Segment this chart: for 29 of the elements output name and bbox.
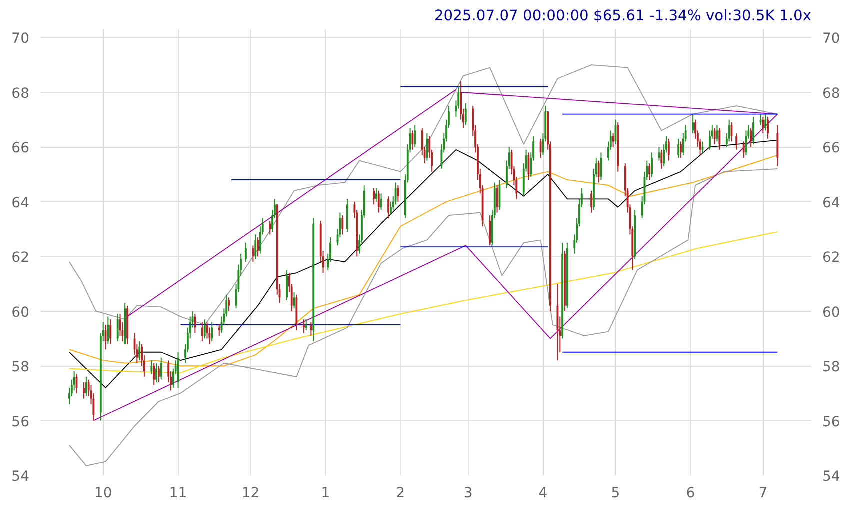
y-tick-label: 58 [12, 360, 30, 376]
x-tick-label: 5 [611, 486, 620, 502]
y-tick-label: 70 [12, 31, 30, 48]
x-tick-label: 10 [94, 486, 112, 502]
y2-tick-label: 64 [822, 195, 840, 212]
x-tick-label: 4 [538, 486, 548, 502]
x-tick-label: 2 [396, 486, 406, 502]
y2-tick-label: 58 [822, 360, 840, 376]
y2-tick-label: 62 [822, 250, 840, 266]
y-tick-label: 60 [12, 304, 30, 321]
x-tick-label: 3 [464, 486, 473, 502]
x-tick-label: 1 [321, 486, 330, 502]
y-tick-label: 68 [12, 86, 30, 102]
chart-title: 2025.07.07 00:00:00 $65.61 -1.34% vol:30.5K 1.0x [434, 8, 812, 24]
y-tick-label: 62 [12, 250, 30, 266]
y-tick-label: 56 [12, 414, 30, 430]
x-tick-label: 6 [686, 486, 696, 502]
x-tick-label: 11 [169, 486, 188, 502]
y-tick-label: 66 [12, 140, 30, 157]
y2-tick-label: 70 [822, 31, 840, 48]
x-tick-label: 12 [242, 486, 260, 502]
x-tick-label: 7 [758, 486, 768, 502]
y2-tick-label: 68 [822, 86, 840, 102]
y2-tick-label: 66 [822, 140, 840, 157]
y2-tick-label: 54 [822, 469, 840, 485]
y2-tick-label: 56 [822, 414, 840, 430]
y-tick-label: 54 [12, 469, 30, 485]
y2-tick-label: 60 [822, 304, 840, 321]
y-tick-label: 64 [12, 195, 30, 212]
